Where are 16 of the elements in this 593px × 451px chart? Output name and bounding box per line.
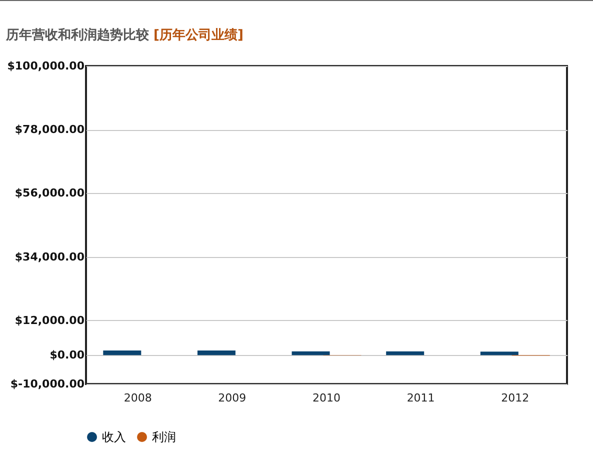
y-tick-label: $56,000.00 (14, 186, 85, 200)
y-tick-label: $12,000.00 (14, 314, 85, 327)
legend-label: 收入 (102, 430, 126, 444)
x-tick-label: 2011 (406, 392, 435, 404)
legend-label: 利润 (152, 430, 176, 444)
x-tick-label: 2012 (501, 392, 530, 404)
x-tick-label: 2009 (218, 392, 246, 404)
chart-subtitle: [历年公司业绩] (154, 28, 244, 43)
y-tick-label: $78,000.00 (14, 123, 85, 136)
y-tick-label: $-10,000.00 (10, 378, 85, 390)
x-tick-label: 2008 (124, 392, 152, 404)
chart-title: 历年营收和利润趋势比较 (6, 28, 149, 43)
y-tick-label: $0.00 (50, 348, 85, 362)
y-tick-label: $100,000.00 (7, 60, 85, 72)
x-tick-label: 2010 (312, 392, 340, 404)
y-tick-label: $34,000.00 (14, 250, 85, 264)
